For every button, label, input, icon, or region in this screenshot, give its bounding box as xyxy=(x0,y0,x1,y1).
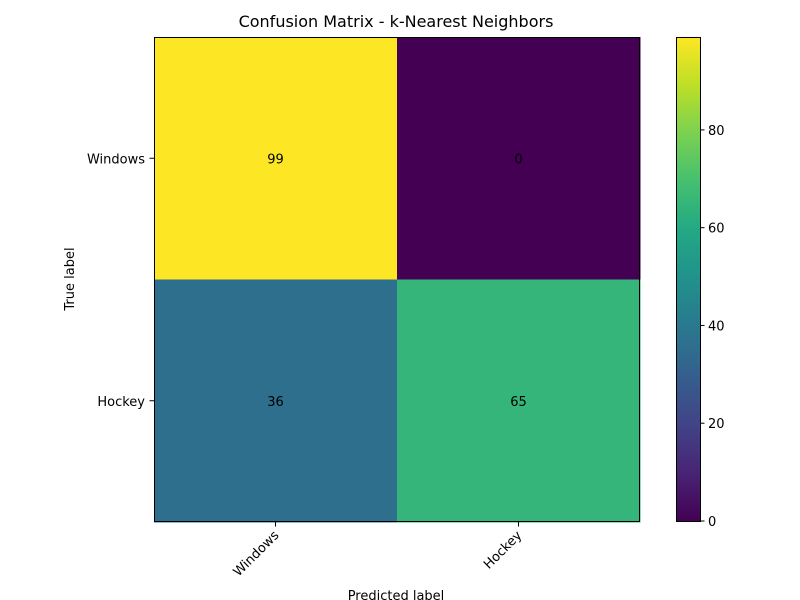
y-axis-label: True label xyxy=(63,247,78,311)
colorbar-tick-label: 0 xyxy=(708,515,716,530)
cell-value-label-0-1: 0 xyxy=(514,152,522,167)
colorbar-tick-label: 80 xyxy=(708,124,725,139)
colorbar-tick-label: 40 xyxy=(708,319,725,334)
chart-title: Confusion Matrix - k-Nearest Neighbors xyxy=(239,12,554,31)
x-axis-ticks: Windows Hockey xyxy=(231,522,526,580)
x-tick-label: Hockey xyxy=(481,528,526,573)
heatmap-cell-labels: 99 0 36 65 xyxy=(267,152,527,410)
cell-value-label-0-0: 99 xyxy=(267,152,284,167)
heatmap-cells xyxy=(154,37,641,523)
x-axis-label: Predicted label xyxy=(348,589,445,600)
plot-frame xyxy=(154,37,640,522)
colorbar-frame xyxy=(676,37,701,522)
x-tick-label: Windows xyxy=(231,528,283,580)
colorbar xyxy=(676,37,700,521)
colorbar-tick-label: 20 xyxy=(708,417,725,432)
y-tick-label: Windows xyxy=(87,152,145,167)
colorbar-ticks: 0 20 40 60 80 xyxy=(700,124,725,530)
colorbar-tick-label: 60 xyxy=(708,222,725,237)
heatmap-cell-1-1 xyxy=(397,279,641,523)
heatmap-cell-0-1 xyxy=(397,37,641,280)
cell-value-label-1-1: 65 xyxy=(510,395,527,410)
y-axis-ticks: Windows Hockey xyxy=(87,152,154,410)
heatmap-cell-0-0 xyxy=(154,37,398,280)
heatmap-cell-1-0 xyxy=(154,279,398,523)
y-tick-label: Hockey xyxy=(97,395,145,410)
cell-value-label-1-0: 36 xyxy=(267,395,284,410)
